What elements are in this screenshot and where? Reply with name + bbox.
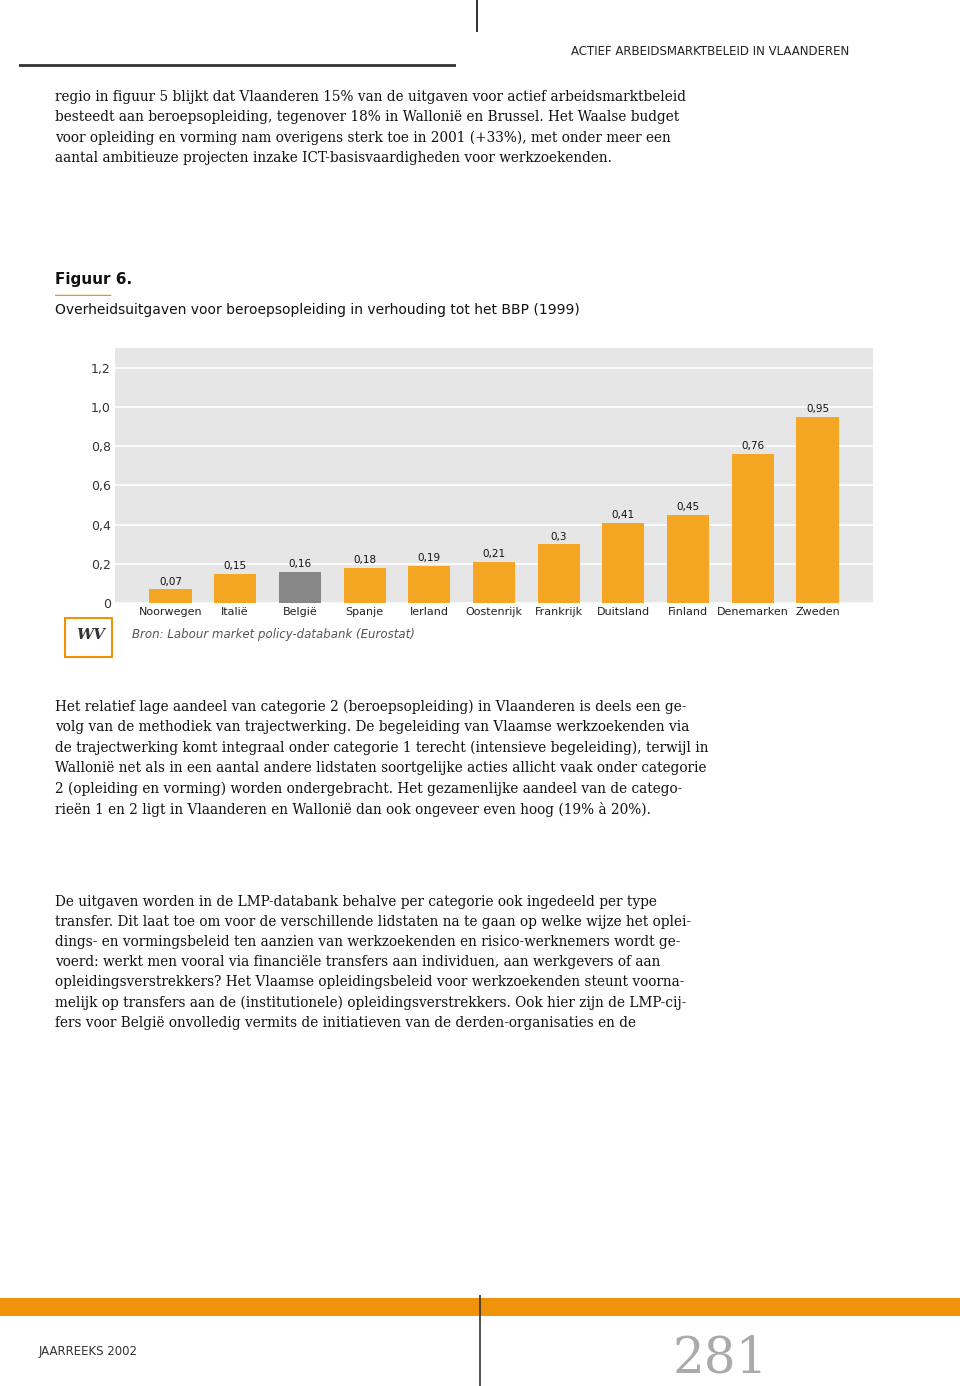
Text: 0,18: 0,18 <box>353 556 376 565</box>
Text: 0,16: 0,16 <box>288 559 311 570</box>
Text: 0,21: 0,21 <box>483 549 506 560</box>
Bar <box>667 514 709 603</box>
Text: 0,95: 0,95 <box>806 405 829 414</box>
Text: JAARREEKS 2002: JAARREEKS 2002 <box>38 1344 137 1358</box>
Bar <box>797 417 838 603</box>
Bar <box>538 545 580 603</box>
Text: Bron: Labour market policy-databank (Eurostat): Bron: Labour market policy-databank (Eur… <box>132 628 415 642</box>
Text: Overheidsuitgaven voor beroepsopleiding in verhouding tot het BBP (1999): Overheidsuitgaven voor beroepsopleiding … <box>55 302 580 316</box>
Bar <box>473 561 515 603</box>
Text: regio in figuur 5 blijkt dat Vlaanderen 15% van de uitgaven voor actief arbeidsm: regio in figuur 5 blijkt dat Vlaanderen … <box>55 90 686 165</box>
Bar <box>214 574 256 603</box>
Text: 0,15: 0,15 <box>224 561 247 571</box>
Bar <box>732 455 774 603</box>
Text: ACTIEF ARBEIDSMARKTBELEID IN VLAANDEREN: ACTIEF ARBEIDSMARKTBELEID IN VLAANDEREN <box>571 44 850 58</box>
Bar <box>278 571 321 603</box>
Text: 0,3: 0,3 <box>550 532 567 542</box>
Text: Het relatief lage aandeel van categorie 2 (beroepsopleiding) in Vlaanderen is de: Het relatief lage aandeel van categorie … <box>55 700 708 818</box>
Text: 0,07: 0,07 <box>159 577 182 586</box>
Text: 281: 281 <box>672 1333 768 1383</box>
Bar <box>602 523 644 603</box>
Text: 0,45: 0,45 <box>677 502 700 513</box>
Text: 0,19: 0,19 <box>418 553 441 563</box>
Text: De uitgaven worden in de LMP-databank behalve per categorie ook ingedeeld per ty: De uitgaven worden in de LMP-databank be… <box>55 895 691 1030</box>
Bar <box>150 589 191 603</box>
Text: Figuur 6.: Figuur 6. <box>55 272 132 287</box>
Bar <box>408 565 450 603</box>
Text: WV: WV <box>77 628 106 642</box>
Text: 0,41: 0,41 <box>612 510 635 520</box>
Bar <box>344 568 386 603</box>
Text: 0,76: 0,76 <box>741 441 764 452</box>
